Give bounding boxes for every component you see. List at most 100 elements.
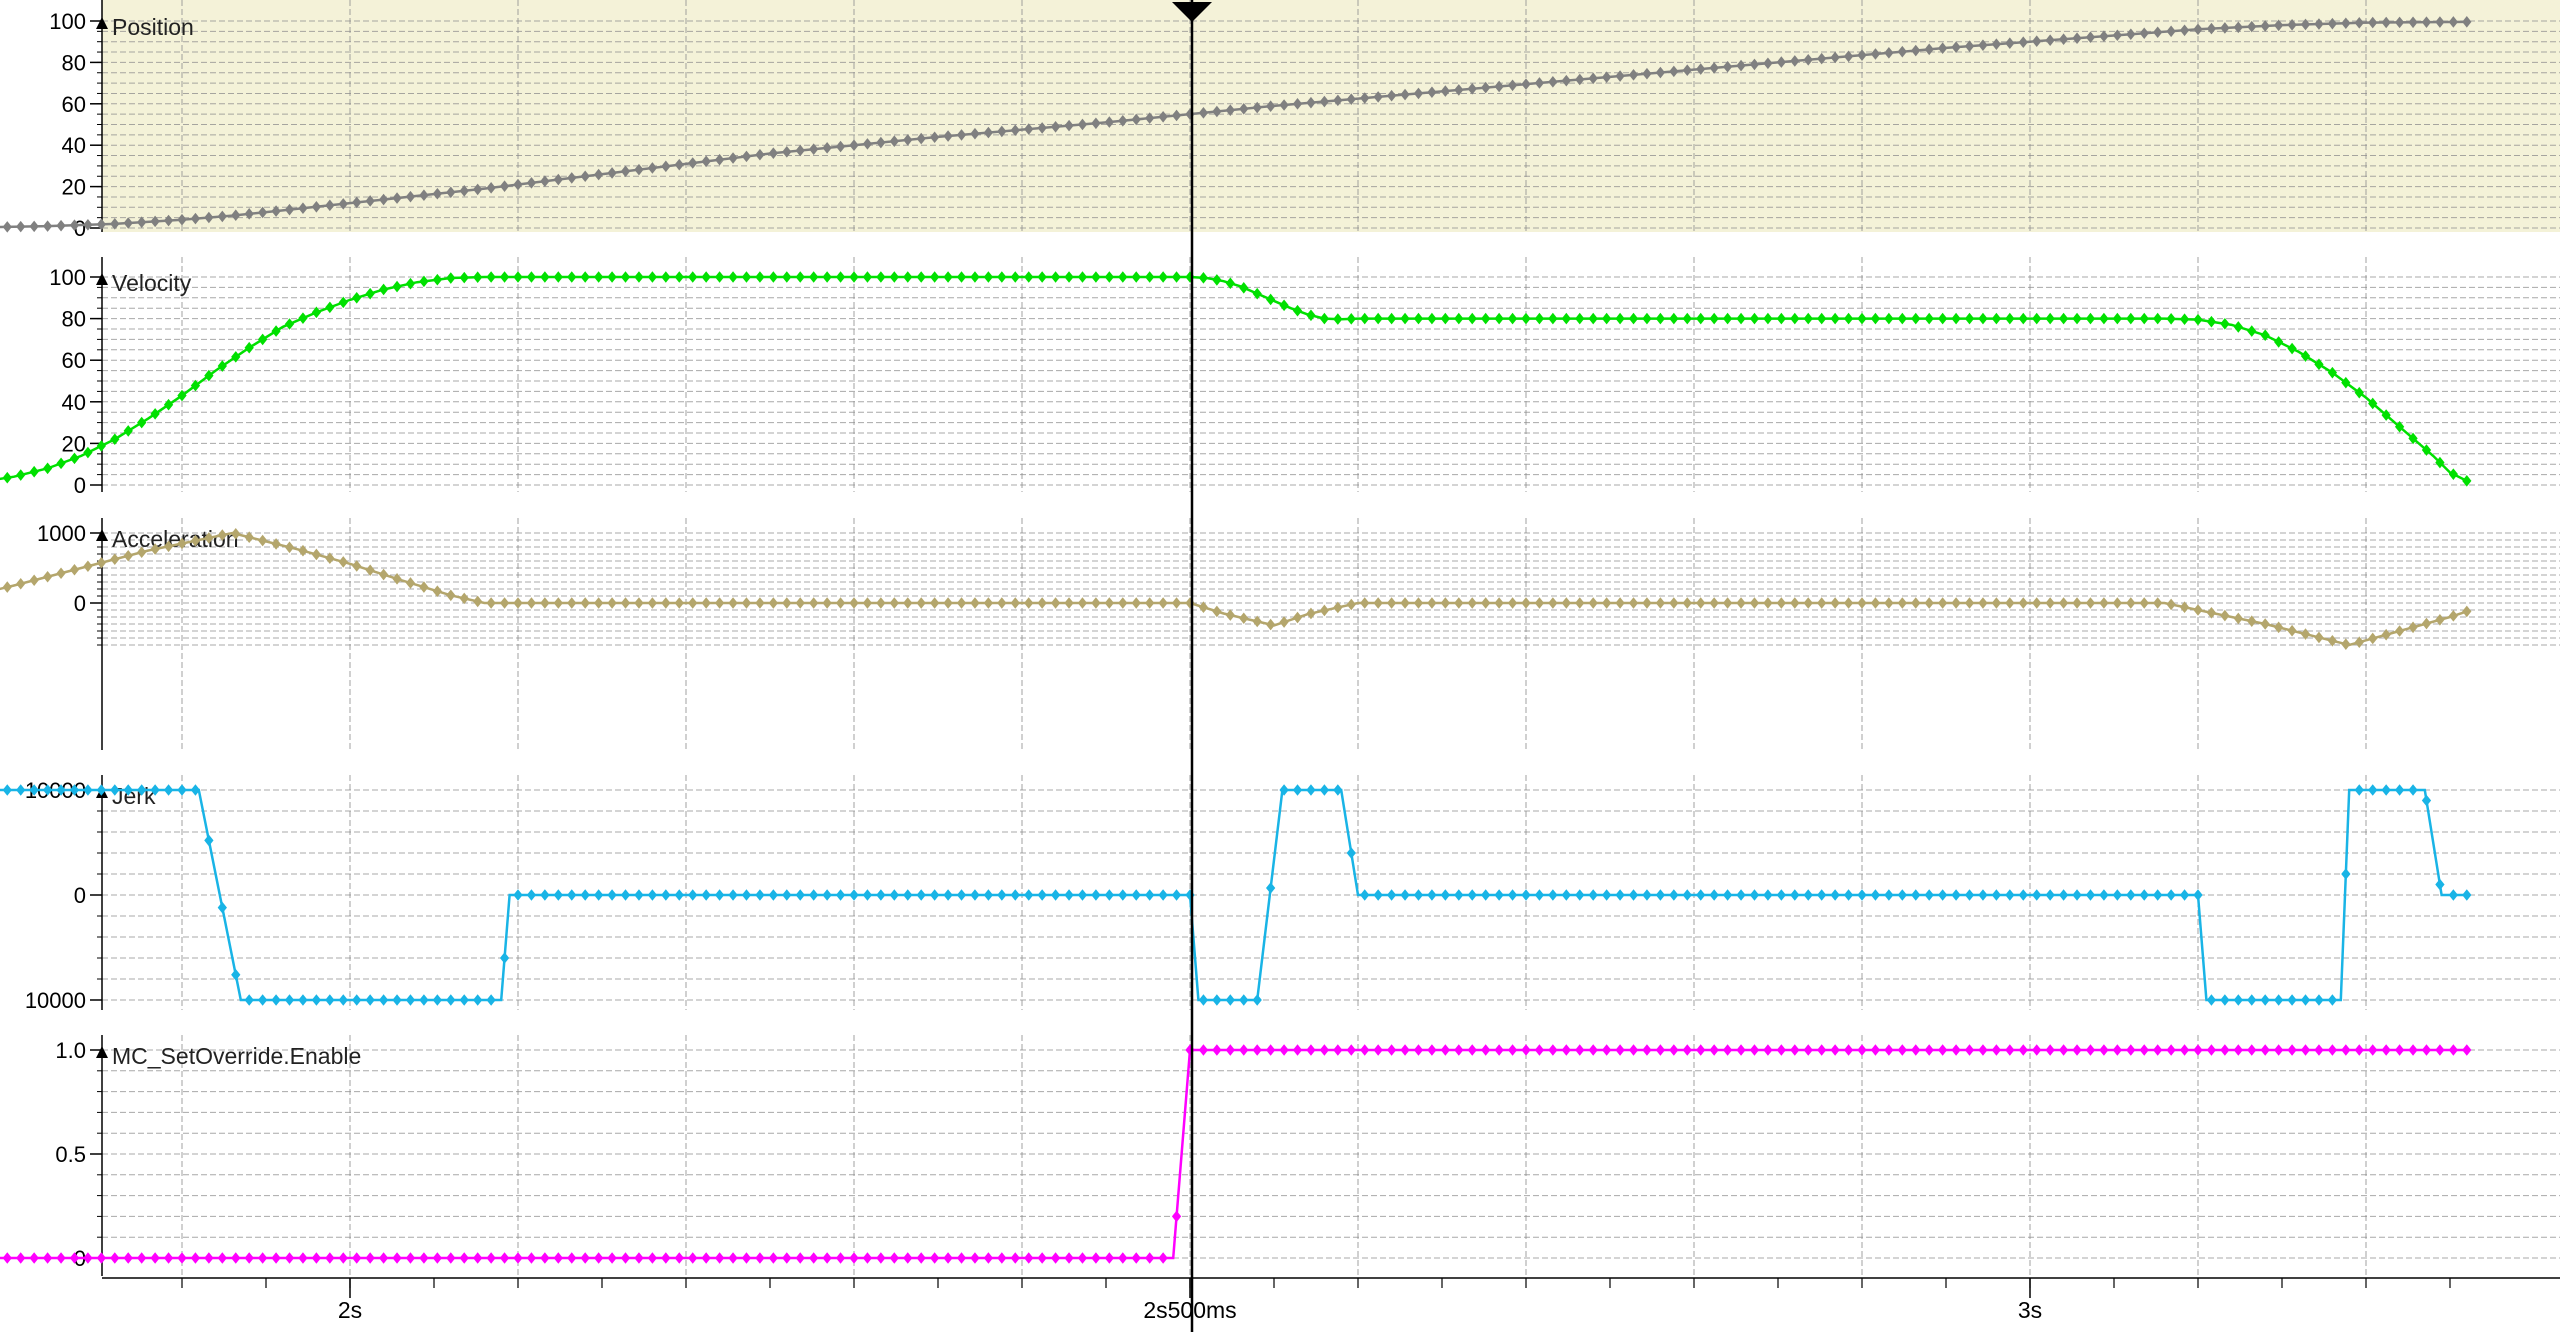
data-point (1145, 889, 1155, 901)
data-point (2435, 16, 2445, 28)
data-point (1911, 44, 1921, 57)
data-point (96, 784, 107, 796)
data-point (876, 597, 886, 609)
data-point (2179, 889, 2190, 901)
data-point (2448, 610, 2459, 622)
data-point (553, 597, 563, 609)
data-point (1400, 1044, 1410, 1056)
data-point (1212, 105, 1222, 118)
data-point (2139, 1044, 2149, 1056)
data-point (163, 540, 174, 553)
data-point (1951, 597, 1961, 609)
data-point (1534, 597, 1545, 609)
data-point (163, 1252, 174, 1264)
data-point (446, 272, 456, 284)
data-point (567, 271, 577, 283)
time-cursor[interactable] (1172, 0, 1212, 1332)
data-point (217, 210, 227, 223)
y-tick-label: 0 (74, 216, 86, 241)
data-point (257, 333, 268, 346)
data-point (29, 465, 39, 478)
data-point (1870, 597, 1881, 609)
data-point (2085, 889, 2096, 901)
data-point (2287, 1044, 2297, 1056)
data-point (1024, 889, 1034, 901)
data-point (2233, 1044, 2243, 1056)
data-point (1158, 271, 1168, 283)
data-point (231, 209, 241, 222)
data-point (1494, 1044, 1504, 1056)
data-point (298, 544, 308, 557)
data-point (997, 889, 1007, 901)
data-point (1776, 312, 1787, 325)
data-point (338, 994, 348, 1006)
data-point (2166, 25, 2176, 38)
data-point (96, 218, 107, 231)
data-point (983, 889, 994, 901)
data-point (2300, 1044, 2311, 1056)
cursor-handle-icon[interactable] (1172, 2, 1212, 22)
data-point (378, 994, 389, 1006)
data-point (29, 220, 39, 233)
data-point (1198, 1044, 1209, 1056)
data-point (688, 597, 698, 609)
data-point (2408, 16, 2418, 29)
data-point (1467, 889, 1477, 901)
data-point (1171, 1210, 1182, 1223)
data-point (1561, 889, 1571, 901)
y-tick-label: 0 (74, 473, 86, 498)
data-point (688, 271, 698, 283)
data-point (1655, 597, 1666, 609)
data-point (432, 187, 443, 200)
y-tick-label: 100 (49, 9, 86, 34)
data-point (782, 271, 792, 283)
data-point (1830, 51, 1840, 64)
data-point (190, 784, 201, 796)
data-point (1037, 1252, 1047, 1264)
data-point (2462, 605, 2472, 618)
data-point (822, 889, 832, 901)
data-point (419, 581, 429, 593)
data-point (1467, 82, 1477, 95)
data-point (2448, 889, 2459, 901)
data-point (607, 167, 617, 179)
data-point (1669, 312, 1679, 325)
data-point (2, 221, 12, 233)
data-point (2300, 18, 2311, 31)
data-point (244, 341, 254, 354)
data-point (190, 212, 201, 225)
data-point (2394, 625, 2405, 637)
data-point (1319, 312, 1330, 325)
data-point (1024, 597, 1034, 609)
data-point (1628, 1044, 1639, 1056)
data-point (674, 1252, 684, 1264)
data-point (1575, 312, 1585, 325)
data-point (1507, 79, 1518, 92)
data-point (1319, 604, 1330, 617)
data-point (123, 784, 133, 796)
data-point (1386, 597, 1397, 609)
data-point (2381, 1044, 2391, 1056)
data-point (177, 784, 187, 796)
data-point (163, 214, 174, 227)
data-point (620, 271, 631, 283)
data-point (1145, 597, 1155, 609)
data-point (1346, 313, 1356, 325)
data-point (1064, 1252, 1074, 1264)
data-point (593, 1252, 604, 1264)
data-point (1561, 1044, 1571, 1056)
data-point (1803, 597, 1813, 609)
data-point (2300, 350, 2311, 362)
data-point (1628, 597, 1639, 609)
data-point (1588, 597, 1598, 609)
data-point (1481, 81, 1491, 94)
data-point (2072, 1044, 2082, 1056)
data-point (1252, 615, 1262, 628)
data-point (849, 1252, 859, 1264)
data-point (2072, 889, 2082, 901)
data-point (1010, 1252, 1020, 1264)
data-point (446, 186, 456, 199)
data-point (1333, 94, 1343, 107)
data-point (378, 193, 389, 206)
